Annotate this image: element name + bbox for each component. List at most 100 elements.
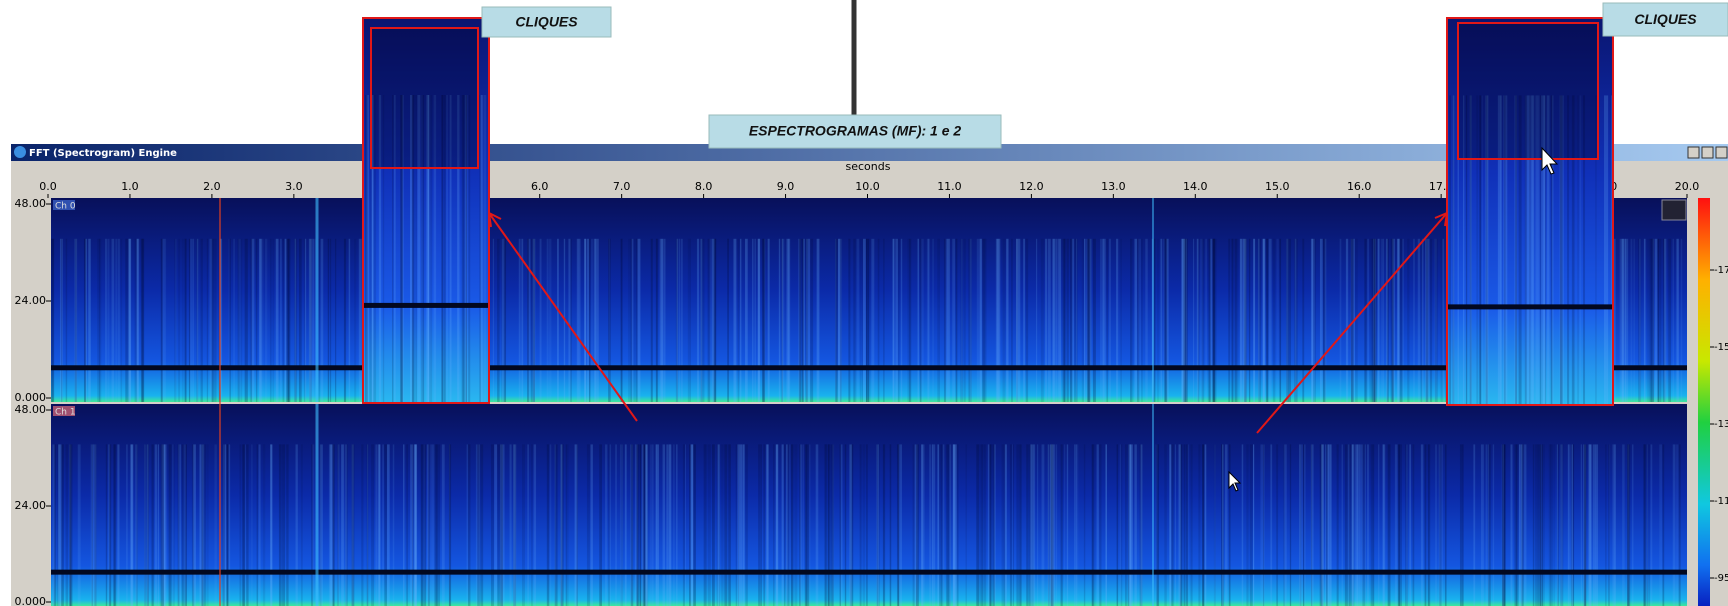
spectrogram-texture — [1535, 95, 1538, 406]
spectrogram-texture — [678, 238, 681, 402]
colorbar-label: -155 — [1714, 342, 1728, 353]
spectrogram-texture — [1283, 444, 1287, 606]
spectrogram-texture — [461, 95, 465, 403]
spectrogram-texture — [161, 444, 164, 606]
spectrogram-texture — [178, 444, 182, 606]
spectrogram-texture — [259, 238, 262, 402]
spectrogram-texture — [663, 238, 666, 402]
channel-label — [53, 406, 75, 416]
spectrogram-texture — [849, 444, 852, 606]
spectrogram-texture — [969, 238, 972, 402]
spectrogram-texture — [1050, 444, 1053, 606]
spectrogram-texture — [53, 238, 55, 402]
spectrogram-texture — [1421, 238, 1424, 402]
spectrogram-texture — [849, 444, 851, 606]
spectrogram-texture — [1386, 238, 1389, 402]
spectrogram-texture — [1398, 444, 1402, 606]
spectrogram-texture — [574, 444, 578, 606]
spectrogram-texture — [676, 238, 679, 402]
spectrogram-texture — [931, 444, 934, 606]
spectrogram-texture — [1556, 444, 1558, 606]
spectrogram-texture — [1473, 444, 1476, 606]
spectrogram-texture — [1182, 238, 1186, 402]
spectrogram-texture — [764, 238, 766, 402]
spectrogram-texture — [1627, 444, 1630, 606]
spectrogram-texture — [656, 444, 659, 606]
spectrogram-texture — [619, 444, 623, 606]
spectrogram-texture — [1492, 444, 1495, 606]
spectrogram-texture — [927, 238, 930, 402]
close-button[interactable] — [1715, 146, 1728, 159]
spectrogram-texture — [1182, 238, 1186, 402]
spectrogram-texture — [895, 238, 899, 402]
spectrogram-texture — [620, 238, 623, 402]
spectrogram-texture — [1623, 444, 1626, 606]
spectrogram-texture — [1662, 238, 1666, 402]
spectrogram-texture — [1125, 444, 1127, 606]
spectrogram-texture — [920, 238, 924, 402]
spectrogram-texture — [751, 238, 754, 402]
spectrogram-texture — [1320, 444, 1324, 606]
spectrogram-texture — [718, 444, 721, 606]
spectrogram-texture — [806, 238, 808, 402]
spectrogram-texture — [246, 444, 249, 606]
spectrogram-texture — [177, 444, 180, 606]
spectrogram-texture — [1310, 238, 1314, 402]
spectrogram-texture — [243, 444, 245, 606]
spectrogram-texture — [1047, 444, 1050, 606]
spectrogram-texture — [1276, 444, 1279, 606]
spectrogram-texture — [1137, 238, 1141, 402]
spectrogram-texture — [700, 238, 703, 402]
spectrogram-texture — [371, 444, 374, 606]
spectrogram-texture — [662, 444, 666, 606]
maximize-button[interactable] — [1701, 146, 1714, 159]
spectrogram-texture — [568, 238, 571, 402]
spectrogram-texture — [1049, 444, 1052, 606]
spectrogram-texture — [135, 444, 138, 606]
spectrogram-texture — [287, 238, 291, 402]
spectrogram-texture — [172, 444, 174, 606]
spectrogram-texture — [423, 444, 427, 606]
spectrogram-texture — [824, 444, 827, 606]
spectrogram-texture — [1540, 95, 1542, 406]
spectrogram-texture — [1288, 238, 1292, 402]
spectrogram-texture — [1560, 444, 1563, 606]
spectrogram-texture — [1244, 238, 1247, 402]
spectrogram-texture — [1339, 238, 1342, 402]
spectrogram-texture — [960, 238, 963, 402]
callout-text: CLIQUES — [1634, 11, 1697, 27]
spectrogram-texture — [286, 238, 290, 402]
spectrogram-texture — [1156, 444, 1159, 606]
spectrogram-texture — [1543, 95, 1546, 406]
zoom-frame — [362, 17, 490, 404]
spectrogram-texture — [464, 95, 467, 403]
spectrogram-texture — [645, 444, 649, 606]
spectrogram-texture — [84, 238, 86, 402]
spectrogram-texture — [437, 444, 440, 606]
spectrogram-texture — [351, 444, 354, 606]
spectrogram-texture — [1392, 238, 1395, 402]
spectrogram-texture — [570, 238, 572, 402]
channel-label — [53, 200, 75, 210]
spectrogram-texture — [1654, 238, 1658, 402]
spectrogram-texture — [1571, 95, 1575, 406]
spectrogram-texture — [1412, 444, 1415, 606]
spectrogram-texture — [1105, 444, 1107, 606]
spectrogram-texture — [655, 238, 658, 402]
spectrogram-texture — [113, 444, 117, 606]
spectrogram-texture — [1551, 95, 1554, 406]
spectrogram-texture — [1001, 444, 1003, 606]
spectrogram-texture — [1100, 238, 1103, 402]
spectrogram-texture — [57, 444, 61, 606]
callout-box — [1602, 2, 1728, 37]
spectrogram-texture — [1208, 238, 1211, 402]
minimize-button[interactable] — [1687, 146, 1700, 159]
spectrogram-texture — [222, 444, 226, 606]
spectrogram-texture — [641, 444, 644, 606]
spectrogram-texture — [806, 444, 810, 606]
spectrogram-texture — [226, 444, 230, 606]
spectrogram-texture — [1505, 95, 1508, 406]
spectrogram-texture — [426, 444, 430, 606]
spectrogram-texture — [1442, 238, 1444, 402]
spectrogram-texture — [61, 444, 64, 606]
